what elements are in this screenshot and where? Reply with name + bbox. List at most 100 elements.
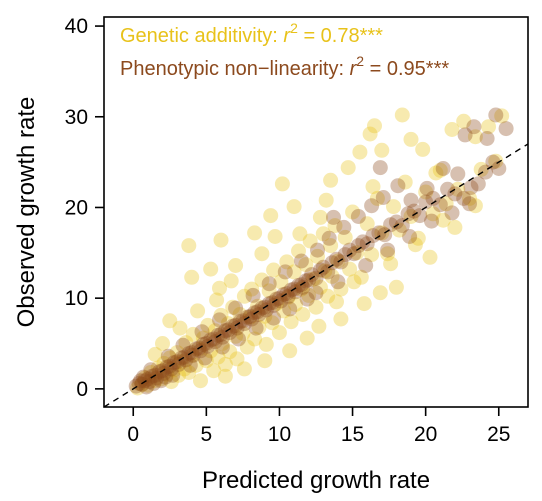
point-genetic-additivity: [327, 218, 343, 234]
point-phenotypic-non-linearity: [175, 337, 191, 353]
point-phenotypic-non-linearity: [337, 247, 353, 263]
point-genetic-additivity: [292, 226, 308, 242]
point-genetic-additivity: [494, 108, 510, 124]
point-genetic-additivity: [279, 254, 295, 270]
point-genetic-additivity: [320, 288, 336, 304]
point-genetic-additivity: [311, 318, 327, 334]
point-genetic-additivity: [288, 297, 303, 312]
point-genetic-additivity: [380, 246, 396, 262]
point-phenotypic-non-linearity: [156, 365, 172, 381]
point-genetic-additivity: [428, 165, 444, 181]
point-genetic-additivity: [147, 346, 163, 362]
point-phenotypic-non-linearity: [264, 295, 280, 311]
point-phenotypic-non-linearity: [133, 373, 149, 389]
point-genetic-additivity: [181, 365, 197, 380]
point-genetic-additivity: [415, 141, 431, 157]
point-genetic-additivity: [254, 272, 270, 288]
point-phenotypic-non-linearity: [498, 121, 514, 137]
point-phenotypic-non-linearity: [210, 327, 226, 343]
point-genetic-additivity: [181, 238, 197, 254]
point-phenotypic-non-linearity: [312, 262, 328, 278]
point-genetic-additivity: [200, 317, 216, 333]
point-phenotypic-non-linearity: [258, 302, 274, 318]
y-tick-label: 0: [76, 378, 88, 401]
point-genetic-additivity: [295, 307, 311, 322]
point-phenotypic-non-linearity: [228, 300, 244, 316]
point-phenotypic-non-linearity: [383, 217, 399, 233]
point-genetic-additivity: [298, 257, 314, 273]
point-phenotypic-non-linearity: [261, 276, 277, 292]
point-phenotypic-non-linearity: [424, 213, 439, 229]
point-genetic-additivity: [283, 314, 299, 330]
point-phenotypic-non-linearity: [470, 176, 486, 192]
point-genetic-additivity: [156, 356, 172, 371]
point-phenotypic-non-linearity: [242, 308, 258, 324]
point-genetic-additivity: [228, 328, 244, 344]
point-phenotypic-non-linearity: [390, 178, 406, 194]
point-phenotypic-non-linearity: [301, 272, 317, 288]
point-phenotypic-non-linearity: [277, 264, 293, 280]
point-genetic-additivity: [271, 325, 287, 341]
point-phenotypic-non-linearity: [336, 219, 352, 235]
legend-label: Phenotypic non−linearity:: [120, 58, 350, 80]
legend-exponent: 2: [356, 53, 364, 69]
point-phenotypic-non-linearity: [330, 274, 346, 290]
x-tick-label: 15: [341, 423, 364, 446]
point-genetic-additivity: [247, 331, 263, 347]
point-genetic-additivity: [315, 226, 331, 242]
point-phenotypic-non-linearity: [321, 230, 337, 246]
point-genetic-additivity: [282, 343, 298, 359]
point-phenotypic-non-linearity: [178, 352, 194, 368]
point-phenotypic-non-linearity: [329, 251, 344, 267]
point-phenotypic-non-linearity: [273, 293, 289, 309]
point-genetic-additivity: [388, 279, 404, 295]
point-phenotypic-non-linearity: [466, 119, 482, 135]
point-phenotypic-non-linearity: [283, 282, 299, 298]
point-phenotypic-non-linearity: [206, 331, 222, 347]
point-phenotypic-non-linearity: [288, 284, 303, 300]
point-genetic-additivity: [425, 206, 441, 222]
point-phenotypic-non-linearity: [251, 307, 267, 322]
point-phenotypic-non-linearity: [355, 234, 371, 250]
point-genetic-additivity: [239, 339, 255, 355]
point-genetic-additivity: [323, 238, 339, 254]
point-phenotypic-non-linearity: [207, 334, 223, 350]
point-genetic-additivity: [410, 230, 426, 246]
point-genetic-additivity: [447, 219, 463, 235]
point-phenotypic-non-linearity: [447, 186, 463, 202]
point-genetic-additivity: [137, 370, 153, 386]
point-phenotypic-non-linearity: [266, 297, 282, 313]
legend-stat: r: [350, 58, 358, 80]
point-genetic-additivity: [473, 161, 489, 177]
point-phenotypic-non-linearity: [174, 350, 189, 366]
y-axis: 0 10 20 30 40: [65, 15, 104, 401]
legend-exponent: 2: [290, 20, 298, 36]
point-genetic-additivity: [386, 199, 401, 215]
point-phenotypic-non-linearity: [282, 301, 298, 317]
x-tick-label: 10: [268, 423, 291, 446]
point-genetic-additivity: [195, 330, 211, 346]
point-phenotypic-non-linearity: [235, 313, 251, 329]
point-genetic-additivity: [301, 287, 317, 303]
point-phenotypic-non-linearity: [200, 338, 216, 354]
point-phenotypic-non-linearity: [198, 336, 214, 351]
point-phenotypic-non-linearity: [182, 357, 198, 373]
point-genetic-additivity: [488, 153, 504, 169]
legend-stat: r: [283, 25, 291, 47]
point-phenotypic-non-linearity: [137, 373, 153, 389]
legend-value: = 0.95***: [364, 58, 449, 80]
y-tick-label: 20: [65, 196, 88, 219]
point-genetic-additivity: [163, 374, 179, 390]
point-genetic-additivity: [162, 350, 178, 366]
point-phenotypic-non-linearity: [247, 305, 263, 321]
point-phenotypic-non-linearity: [364, 198, 380, 214]
point-phenotypic-non-linearity: [157, 369, 173, 385]
point-genetic-additivity: [222, 344, 238, 360]
point-phenotypic-non-linearity: [462, 196, 477, 212]
point-genetic-additivity: [191, 341, 207, 357]
point-phenotypic-non-linearity: [163, 361, 179, 377]
legend-label: Genetic additivity:: [120, 25, 283, 47]
point-phenotypic-non-linearity: [440, 181, 456, 197]
point-genetic-additivity: [374, 142, 390, 158]
point-phenotypic-non-linearity: [299, 291, 315, 307]
